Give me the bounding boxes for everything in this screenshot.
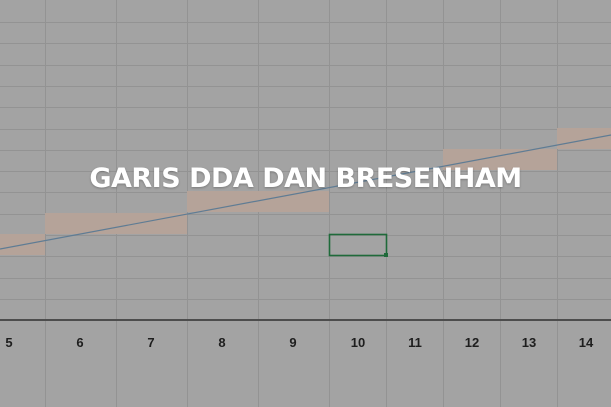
- column-label: 8: [218, 335, 225, 350]
- column-label: 7: [147, 335, 154, 350]
- selected-cell[interactable]: [328, 233, 388, 257]
- column-label: 13: [522, 335, 536, 350]
- column-label: 14: [579, 335, 594, 350]
- dda-line: [0, 134, 611, 250]
- column-label: 12: [465, 335, 479, 350]
- pixel-cell-8-9: [187, 191, 329, 212]
- pixel-cell-6-7: [45, 213, 187, 234]
- column-label: 6: [76, 335, 83, 350]
- column-label: 9: [289, 335, 296, 350]
- column-label: 10: [351, 335, 365, 350]
- pixel-cell-12-13: [443, 149, 557, 170]
- column-label: 5: [5, 335, 12, 350]
- pixel-cells: [0, 128, 611, 255]
- pixel-cell-14: [557, 128, 611, 149]
- column-labels: 5 6 7 8 9 10 11 12 13 14: [5, 335, 594, 350]
- selection-fill-handle[interactable]: [384, 253, 388, 257]
- column-label: 11: [408, 335, 422, 350]
